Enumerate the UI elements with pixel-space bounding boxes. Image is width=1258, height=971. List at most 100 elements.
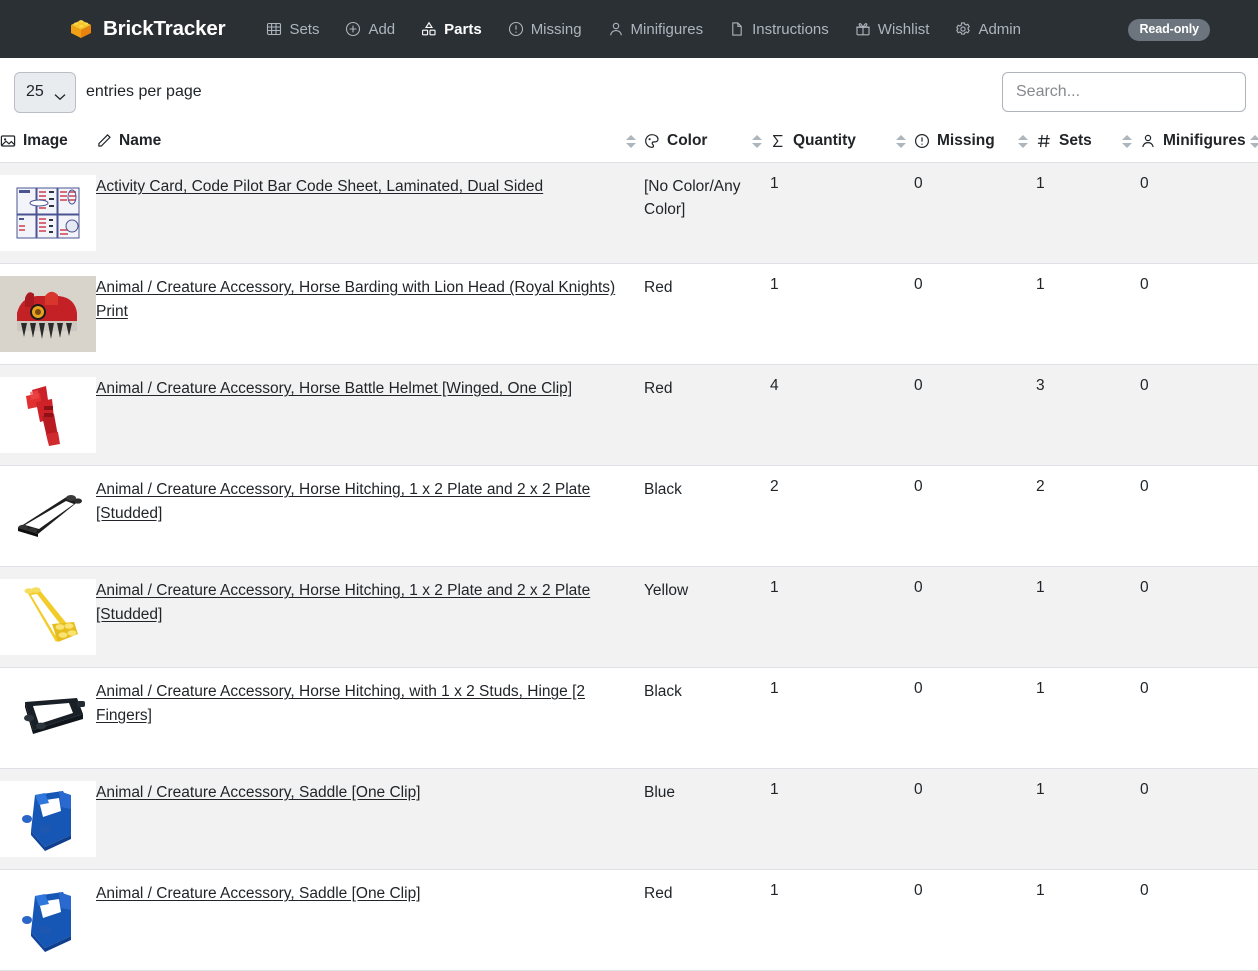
- table-row: Animal / Creature Accessory, Horse Hitch…: [0, 566, 1258, 668]
- sort-desc-icon[interactable]: [752, 142, 762, 148]
- brand-name: BrickTracker: [103, 17, 226, 40]
- table-row: Animal / Creature Accessory, Horse Battl…: [0, 364, 1258, 466]
- nav-item-admin[interactable]: Admin: [942, 15, 1034, 43]
- file-icon: [729, 21, 745, 37]
- part-name-link[interactable]: Animal / Creature Accessory, Horse Hitch…: [96, 582, 591, 624]
- cell-missing: 0: [914, 781, 923, 798]
- column-header-sets[interactable]: Sets: [1036, 124, 1140, 163]
- cell-missing: 0: [914, 882, 923, 899]
- part-thumbnail-horse-hitching-black[interactable]: [0, 478, 96, 554]
- nav-item-instructions[interactable]: Instructions: [716, 15, 842, 43]
- image-icon: [0, 133, 16, 149]
- cell-color: Yellow: [644, 582, 689, 599]
- cell-name: Animal / Creature Accessory, Horse Hitch…: [96, 466, 644, 567]
- nav-item-minifigures[interactable]: Minifigures: [595, 15, 717, 43]
- bricks-icon: [421, 21, 437, 37]
- sort-asc-icon[interactable]: [626, 134, 636, 140]
- cell-minifigures: 0: [1140, 377, 1149, 394]
- sort-desc-icon[interactable]: [1122, 142, 1132, 148]
- cell-minifigures: 0: [1140, 882, 1149, 899]
- part-name-link[interactable]: Animal / Creature Accessory, Horse Bardi…: [96, 279, 616, 321]
- cell-color: Red: [644, 380, 673, 397]
- column-header-label: Missing: [937, 132, 995, 149]
- plus-circle-icon: [345, 21, 361, 37]
- person-icon: [608, 21, 624, 37]
- sort-asc-icon[interactable]: [896, 134, 906, 140]
- cell-name: Animal / Creature Accessory, Horse Hitch…: [96, 567, 644, 668]
- cell-sets: 1: [1036, 781, 1045, 798]
- part-name-link[interactable]: Animal / Creature Accessory, Horse Hitch…: [96, 683, 586, 725]
- sort-desc-icon[interactable]: [896, 142, 906, 148]
- person-icon: [1140, 133, 1156, 149]
- nav-item-wishlist[interactable]: Wishlist: [842, 15, 943, 43]
- parts-table-header: Image Name: [0, 124, 1258, 163]
- column-header-quantity[interactable]: Quantity: [770, 124, 914, 163]
- brand-logo-link[interactable]: BrickTracker: [68, 16, 226, 42]
- cell-quantity: 1: [770, 276, 779, 293]
- nav-item-parts[interactable]: Parts: [408, 15, 495, 43]
- search-input[interactable]: [1002, 72, 1246, 112]
- cell-quantity: 1: [770, 781, 779, 798]
- part-name-link[interactable]: Activity Card, Code Pilot Bar Code Sheet…: [96, 178, 544, 195]
- sort-toggle-color[interactable]: [752, 134, 762, 148]
- part-name-link[interactable]: Animal / Creature Accessory, Horse Battl…: [96, 380, 573, 397]
- column-header-color[interactable]: Color: [644, 124, 770, 163]
- part-thumbnail-horse-hitching-yellow[interactable]: [0, 579, 96, 655]
- entries-per-page-select[interactable]: 10 25 50 100: [14, 71, 76, 113]
- sort-desc-icon[interactable]: [626, 142, 636, 148]
- exclamation-circle-icon: [508, 21, 524, 37]
- cell-quantity: 2: [770, 478, 779, 495]
- column-header-name[interactable]: Name: [96, 124, 644, 163]
- cell-missing: 0: [914, 478, 923, 495]
- cell-name: Animal / Creature Accessory, Saddle [One…: [96, 769, 644, 870]
- nav-links: Sets Add Parts: [253, 15, 1034, 43]
- nav-label: Admin: [978, 20, 1021, 38]
- sort-desc-icon[interactable]: [1018, 142, 1028, 148]
- cell-image: [0, 769, 96, 870]
- cell-sets: 3: [1036, 377, 1045, 394]
- nav-label: Sets: [289, 20, 320, 38]
- sort-asc-icon[interactable]: [752, 134, 762, 140]
- column-header-label: Sets: [1059, 132, 1092, 149]
- cell-name: Animal / Creature Accessory, Horse Battl…: [96, 365, 644, 466]
- column-header-image: Image: [0, 124, 96, 163]
- part-name-link[interactable]: Animal / Creature Accessory, Saddle [One…: [96, 784, 421, 801]
- part-thumbnail-saddle-blue-2[interactable]: [0, 882, 96, 958]
- cell-sets: 2: [1036, 478, 1045, 495]
- nav-item-add[interactable]: Add: [332, 15, 408, 43]
- part-thumbnail-activity-card[interactable]: [0, 175, 96, 251]
- sort-toggle-minifigures[interactable]: [1249, 134, 1258, 148]
- column-header-missing[interactable]: Missing: [914, 124, 1036, 163]
- sort-desc-icon[interactable]: [1249, 142, 1258, 148]
- sort-toggle-name[interactable]: [626, 134, 636, 148]
- sort-toggle-sets[interactable]: [1122, 134, 1132, 148]
- column-header-label: Name: [119, 132, 162, 149]
- column-header-minifigures[interactable]: Minifigures: [1140, 124, 1258, 163]
- cell-color: [No Color/Any Color]: [644, 178, 741, 219]
- column-header-label: Color: [667, 132, 708, 149]
- part-thumbnail-saddle-blue-1[interactable]: [0, 781, 96, 857]
- part-name-link[interactable]: Animal / Creature Accessory, Saddle [One…: [96, 885, 421, 902]
- nav-item-missing[interactable]: Missing: [495, 15, 595, 43]
- part-thumbnail-horse-battle-helmet[interactable]: [0, 377, 96, 453]
- cell-minifigures: 0: [1140, 680, 1149, 697]
- pencil-icon: [96, 133, 112, 149]
- sort-asc-icon[interactable]: [1122, 134, 1132, 140]
- sort-toggle-quantity[interactable]: [896, 134, 906, 148]
- entries-per-page-group: 10 25 50 100 entries per page: [14, 71, 202, 113]
- cell-name: Animal / Creature Accessory, Horse Hitch…: [96, 668, 644, 769]
- part-name-link[interactable]: Animal / Creature Accessory, Horse Hitch…: [96, 481, 591, 523]
- sort-toggle-missing[interactable]: [1018, 134, 1028, 148]
- gift-icon: [855, 21, 871, 37]
- sort-asc-icon[interactable]: [1249, 134, 1258, 140]
- cell-color: Red: [644, 279, 673, 296]
- cell-color: Blue: [644, 784, 676, 801]
- cell-image: [0, 264, 96, 365]
- cell-sets: 1: [1036, 175, 1045, 192]
- sort-asc-icon[interactable]: [1018, 134, 1028, 140]
- part-thumbnail-horse-hitching-hinge[interactable]: [0, 680, 96, 756]
- nav-item-sets[interactable]: Sets: [253, 15, 332, 43]
- part-thumbnail-horse-barding[interactable]: [0, 276, 96, 352]
- cell-minifigures: 0: [1140, 579, 1149, 596]
- cell-missing: 0: [914, 276, 923, 293]
